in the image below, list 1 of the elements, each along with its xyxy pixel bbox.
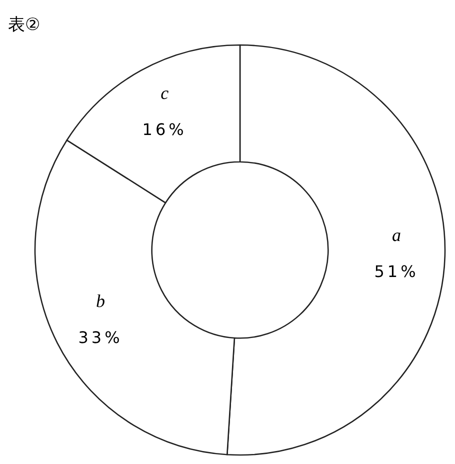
chart-title: 表② <box>8 15 40 35</box>
